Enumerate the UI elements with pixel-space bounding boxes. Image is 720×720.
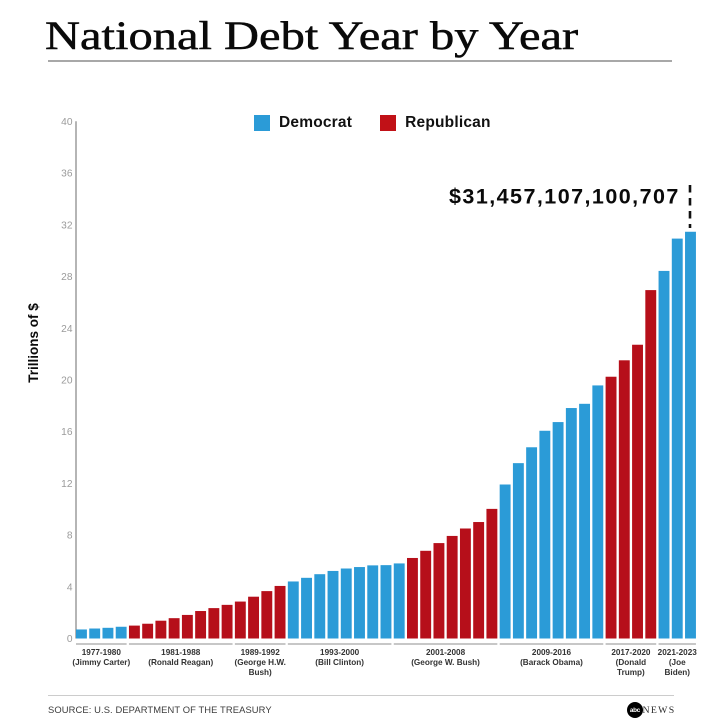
svg-text:1993-2000: 1993-2000 — [320, 648, 360, 657]
svg-text:28: 28 — [61, 272, 73, 283]
svg-text:2009-2016: 2009-2016 — [532, 648, 572, 657]
svg-text:8: 8 — [67, 531, 73, 542]
svg-text:Trump): Trump) — [617, 668, 645, 677]
svg-text:12: 12 — [61, 479, 73, 490]
svg-text:24: 24 — [61, 324, 73, 335]
svg-text:(Donald: (Donald — [616, 658, 646, 667]
svg-text:1981-1988: 1981-1988 — [161, 648, 201, 657]
svg-text:0: 0 — [67, 634, 73, 645]
svg-text:(Barack Obama): (Barack Obama) — [520, 658, 583, 667]
svg-text:40: 40 — [61, 117, 73, 128]
svg-text:1989-1992: 1989-1992 — [241, 648, 281, 657]
svg-text:4: 4 — [67, 582, 73, 593]
svg-text:2017-2020: 2017-2020 — [611, 648, 651, 657]
svg-text:(Bill Clinton): (Bill Clinton) — [315, 658, 364, 667]
svg-text:Biden): Biden) — [665, 668, 691, 677]
svg-text:1977-1980: 1977-1980 — [82, 648, 122, 657]
svg-text:2001-2008: 2001-2008 — [426, 648, 466, 657]
svg-text:20: 20 — [61, 376, 73, 387]
svg-text:$31,457,107,100,707: $31,457,107,100,707 — [449, 185, 680, 209]
svg-text:Bush): Bush) — [249, 668, 272, 677]
svg-text:(George H.W.: (George H.W. — [234, 658, 285, 667]
svg-text:abc: abc — [629, 707, 640, 714]
svg-text:16: 16 — [61, 427, 73, 438]
svg-text:(Jimmy Carter): (Jimmy Carter) — [72, 658, 130, 667]
svg-text:2021-2023: 2021-2023 — [658, 648, 698, 657]
svg-text:32: 32 — [61, 220, 73, 231]
svg-text:(George W. Bush): (George W. Bush) — [411, 658, 480, 667]
svg-text:(Joe: (Joe — [669, 658, 686, 667]
svg-text:Trillions of $: Trillions of $ — [26, 303, 41, 383]
svg-text:(Ronald Reagan): (Ronald Reagan) — [148, 658, 213, 667]
svg-text:36: 36 — [61, 169, 73, 180]
